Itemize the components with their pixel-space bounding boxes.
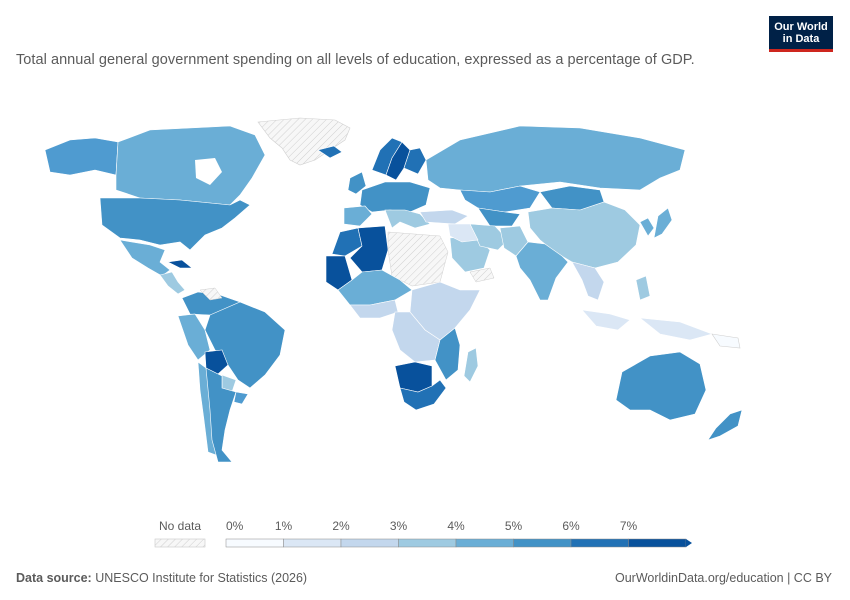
canada[interactable] (115, 125, 266, 206)
new-zealand[interactable] (707, 409, 743, 441)
greenland[interactable] (257, 117, 351, 166)
iceland[interactable] (317, 145, 343, 159)
libya-egypt[interactable] (387, 231, 449, 287)
south-africa[interactable] (399, 379, 447, 411)
guiana-no-data[interactable] (199, 287, 223, 301)
legend-bin-7[interactable] (628, 538, 687, 548)
legend-bin-2[interactable] (340, 538, 399, 548)
madagascar[interactable] (463, 347, 479, 383)
map-subtitle: Total annual general government spending… (16, 52, 695, 68)
korea-japan[interactable] (639, 207, 673, 239)
alaska[interactable] (44, 137, 119, 176)
tanzania-mozambique[interactable] (434, 327, 461, 381)
brazil[interactable] (204, 301, 286, 389)
indonesia[interactable] (581, 309, 713, 341)
owid-link[interactable]: OurWorldinData.org/education | CC BY (614, 571, 832, 585)
morocco[interactable] (331, 227, 363, 257)
legend-tick-label-0: 0% (226, 519, 244, 533)
central-america[interactable] (159, 271, 186, 295)
peru-ecuador[interactable] (177, 313, 211, 361)
legend-bin-4[interactable] (455, 538, 514, 548)
argentina[interactable] (205, 367, 237, 463)
australia[interactable] (615, 351, 707, 421)
papua-new-guinea[interactable] (711, 333, 741, 349)
uk-ireland[interactable] (347, 171, 367, 195)
legend-tick-label-4: 4% (447, 519, 465, 533)
map-legend: No data 0% 1% 2% 3% 4% 5% 6% 7% (154, 519, 692, 548)
bolivia[interactable] (204, 349, 229, 375)
usa[interactable] (99, 197, 251, 251)
legend-color-bins: 0% 1% 2% 3% 4% 5% 6% 7% (225, 519, 692, 548)
legend-tick-label-1: 1% (275, 519, 293, 533)
no-data-label: No data (159, 519, 201, 533)
data-source: Data source: UNESCO Institute for Statis… (16, 571, 307, 585)
legend-bin-6[interactable] (570, 538, 629, 548)
world-map[interactable] (0, 100, 850, 500)
kazakhstan[interactable] (459, 185, 541, 213)
legend-tick-label-7: 7% (620, 519, 638, 533)
russia[interactable] (425, 125, 686, 193)
legend-bin-5[interactable] (513, 538, 572, 548)
yemen-oman[interactable] (469, 267, 495, 283)
logo-line-1: Our World (774, 21, 828, 33)
legend-open-end-arrow (686, 539, 692, 547)
logo-line-2: in Data (782, 33, 820, 45)
western-europe[interactable] (359, 181, 431, 213)
cuba[interactable] (167, 259, 193, 269)
legend-bin-0[interactable] (225, 538, 284, 548)
philippines[interactable] (635, 275, 651, 301)
southeast-asia[interactable] (571, 261, 605, 301)
data-source-label: Data source: (16, 571, 92, 585)
legend-tick-label-2: 2% (332, 519, 350, 533)
finland[interactable] (403, 147, 427, 175)
turkey[interactable] (419, 209, 469, 225)
data-source-text: UNESCO Institute for Statistics (2026) (95, 571, 308, 585)
mexico[interactable] (119, 239, 171, 277)
legend-bin-1[interactable] (283, 538, 342, 548)
legend-tick-label-5: 5% (505, 519, 523, 533)
legend-tick-label-6: 6% (562, 519, 580, 533)
iberia[interactable] (343, 205, 373, 227)
owid-logo[interactable]: Our World in Data (769, 16, 833, 52)
legend-tick-label-3: 3% (390, 519, 408, 533)
india[interactable] (515, 241, 569, 301)
namibia-botswana[interactable] (394, 361, 433, 393)
uruguay[interactable] (233, 391, 249, 405)
iran[interactable] (469, 223, 509, 251)
iraq-syria[interactable] (447, 223, 479, 243)
legend-bin-3[interactable] (398, 538, 457, 548)
no-data-swatch (154, 538, 206, 548)
italy-balkans[interactable] (384, 209, 431, 229)
central-asia[interactable] (477, 207, 521, 227)
hudson-bay-water (195, 158, 222, 185)
